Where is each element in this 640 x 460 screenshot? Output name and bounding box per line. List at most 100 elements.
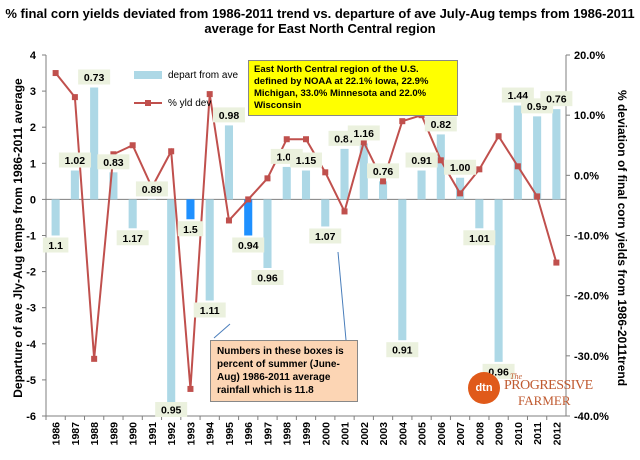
x-tick-label-2006: 2006 xyxy=(436,422,448,446)
bar-1994 xyxy=(205,199,214,301)
y-left-tick-label: 4 xyxy=(30,50,37,62)
x-tick-label-2000: 2000 xyxy=(320,422,332,446)
yield-point-2011 xyxy=(534,193,541,200)
yield-point-1990 xyxy=(129,142,136,149)
rainfall-box-2012 xyxy=(540,91,573,107)
logo-farmer-text: FARMER xyxy=(518,393,571,408)
x-tick-label-1997: 1997 xyxy=(262,422,274,446)
rainfall-box-1991 xyxy=(135,181,168,197)
rainfall-box-1994 xyxy=(193,302,226,318)
x-tick-label-2005: 2005 xyxy=(417,422,429,446)
rainfall-box-1993 xyxy=(177,221,204,237)
legend: depart from ave % yld dev xyxy=(134,61,238,117)
x-tick-label-1989: 1989 xyxy=(108,422,120,446)
yield-point-1993 xyxy=(187,385,194,392)
yield-point-2002 xyxy=(360,139,367,146)
rainfall-label-2007: 1.00 xyxy=(450,162,471,174)
x-tick-label-2009: 2009 xyxy=(494,422,506,446)
y-right-tick-label: -20.0% xyxy=(574,291,609,303)
bar-1991 xyxy=(147,199,156,200)
yield-point-1986 xyxy=(52,70,59,77)
rainfall-box-2007 xyxy=(444,159,477,175)
rainfall-box-1989 xyxy=(97,154,130,170)
x-tick-label-2011: 2011 xyxy=(532,422,544,445)
note-arrow-right xyxy=(337,251,347,341)
x-tick-label-1987: 1987 xyxy=(70,422,82,446)
x-tick-label-2010: 2010 xyxy=(513,422,525,446)
rainfall-label-1996: 0.94 xyxy=(238,240,259,252)
rainfall-label-1991: 0.89 xyxy=(142,184,163,196)
rainfall-label-1989: 0.83 xyxy=(103,157,124,169)
yield-point-2004 xyxy=(399,118,406,125)
x-tick-label-1998: 1998 xyxy=(282,422,294,446)
rainfall-note: Numbers in these boxes is percent of sum… xyxy=(210,340,358,402)
x-tick-label-1995: 1995 xyxy=(224,422,236,446)
rainfall-label-1987: 1.02 xyxy=(65,155,86,167)
y-right-tick-label: 20.0% xyxy=(574,50,605,62)
rainfall-box-2003 xyxy=(367,163,400,179)
rainfall-label-1995: 0.98 xyxy=(219,110,240,122)
dtn-logo-badge: dtn xyxy=(468,372,500,404)
chart-title: % final corn yields deviated from 1986-2… xyxy=(0,6,640,36)
legend-item-bars: depart from ave xyxy=(134,61,238,89)
bar-1993 xyxy=(186,199,195,220)
bar-1989 xyxy=(109,172,118,200)
yield-point-1992 xyxy=(168,148,175,155)
rainfall-label-1986: 1.1 xyxy=(48,240,63,252)
y-right-tick-label: 10.0% xyxy=(574,110,605,122)
yield-point-2000 xyxy=(322,169,329,176)
x-tick-label-1999: 1999 xyxy=(301,422,313,446)
bar-1987 xyxy=(70,170,79,200)
rainfall-label-1994: 1.11 xyxy=(200,305,220,317)
legend-item-line: % yld dev xyxy=(134,89,238,117)
bar-1986 xyxy=(51,199,60,236)
x-tick-label-2012: 2012 xyxy=(551,422,563,446)
region-note: East North Central region of the U.S. de… xyxy=(248,60,458,116)
rainfall-label-1992: 0.95 xyxy=(161,405,182,417)
legend-swatch-bars xyxy=(134,71,162,79)
rainfall-box-1997 xyxy=(251,269,284,285)
y-right-tick-label: -10.0% xyxy=(574,231,609,243)
legend-label-bars: depart from ave xyxy=(168,69,239,81)
bar-1998 xyxy=(282,166,291,200)
note-arrow-left xyxy=(213,323,231,339)
yield-point-2012 xyxy=(553,259,560,266)
x-tick-label-1988: 1988 xyxy=(89,422,101,446)
yield-point-2003 xyxy=(380,178,387,185)
chart-title-text: % final corn yields deviated from 1986-2… xyxy=(5,6,635,36)
bar-1988 xyxy=(90,87,99,200)
rainfall-label-2004: 0.91 xyxy=(392,345,413,357)
x-tick-label-2001: 2001 xyxy=(340,422,352,446)
yield-point-1998 xyxy=(283,136,290,143)
rainfall-box-1992 xyxy=(155,402,188,417)
x-tick-label-1992: 1992 xyxy=(166,422,178,446)
x-tick-label-1996: 1996 xyxy=(243,422,255,446)
rainfall-label-1990: 1.17 xyxy=(122,233,143,245)
rainfall-box-1999 xyxy=(290,152,322,168)
x-tick-label-2004: 2004 xyxy=(397,422,409,446)
bar-2005 xyxy=(417,170,426,200)
x-tick-label-1990: 1990 xyxy=(128,422,140,446)
rainfall-label-1993: 1.5 xyxy=(183,224,198,236)
bar-1997 xyxy=(263,199,272,268)
bar-2008 xyxy=(475,199,484,229)
yield-point-1999 xyxy=(303,136,309,143)
x-tick-label-2007: 2007 xyxy=(455,422,467,446)
rainfall-box-1987 xyxy=(58,152,91,168)
bar-1996 xyxy=(244,199,253,236)
rainfall-label-2006: 0.82 xyxy=(431,119,452,131)
bar-1995 xyxy=(224,125,234,200)
rainfall-box-1988 xyxy=(78,69,111,85)
rainfall-label-1988: 0.73 xyxy=(84,72,105,84)
yield-point-2010 xyxy=(514,163,521,170)
rainfall-label-2002: 1.16 xyxy=(354,128,375,140)
rainfall-box-2005 xyxy=(405,152,438,168)
x-tick-label-1986: 1986 xyxy=(51,422,63,446)
rainfall-box-1995 xyxy=(212,107,245,123)
yield-point-2007 xyxy=(457,190,464,197)
yield-point-1987 xyxy=(71,94,78,101)
rainfall-label-1997: 0.96 xyxy=(257,272,278,284)
yield-point-2006 xyxy=(437,157,444,164)
yield-point-1988 xyxy=(91,355,98,362)
